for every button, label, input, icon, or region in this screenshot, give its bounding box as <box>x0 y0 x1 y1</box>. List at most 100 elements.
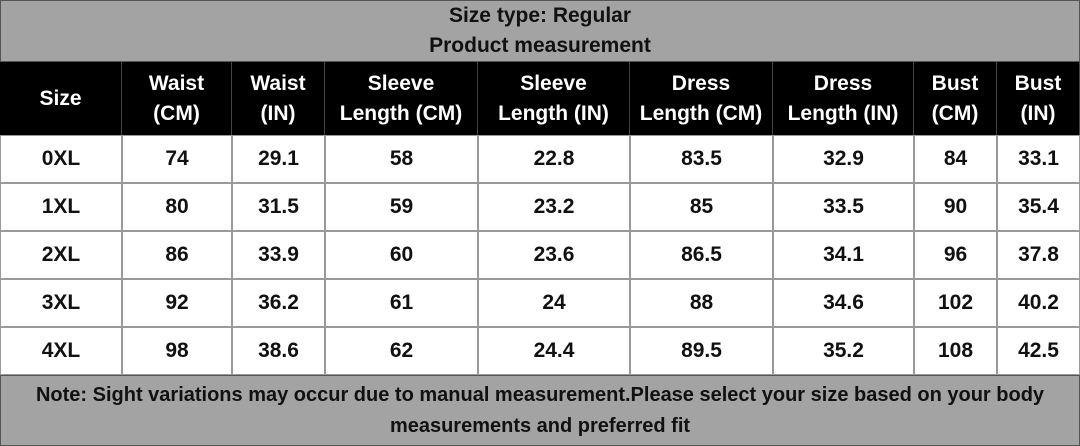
table-cell: 102 <box>914 279 997 327</box>
cell-text: 24.4 <box>533 339 575 362</box>
header-text: (IN) <box>1020 101 1056 125</box>
note-bar: Note: Sight variations may occur due to … <box>0 375 1080 446</box>
cell-text: 31.5 <box>258 195 299 218</box>
cell-text: 36.2 <box>258 291 299 314</box>
header-cell: Sleeve Length (IN) <box>478 62 630 135</box>
cell-text: 108 <box>937 339 974 362</box>
header-text: Waist <box>148 71 205 95</box>
table-cell: 0XL <box>0 135 122 183</box>
cell-text: 35.2 <box>823 339 864 362</box>
table-cell: 40.2 <box>997 279 1080 327</box>
cell-text: 83.5 <box>681 147 722 170</box>
cell-text: 23.2 <box>533 195 575 218</box>
header-text: Length (CM) <box>339 101 463 125</box>
cell-text: 29.1 <box>258 147 299 170</box>
cell-text: 42.5 <box>1018 339 1059 362</box>
table-cell: 38.6 <box>232 327 325 375</box>
cell-text: 33.1 <box>1018 147 1059 170</box>
table-cell: 92 <box>122 279 232 327</box>
table-cell: 34.1 <box>773 231 914 279</box>
cell-text: 86.5 <box>681 243 722 266</box>
table-cell: 98 <box>122 327 232 375</box>
cell-text: 35.4 <box>1018 195 1059 218</box>
cell-text: 37.8 <box>1018 243 1059 266</box>
table-cell: 23.2 <box>478 183 630 231</box>
table-cell: 3XL <box>0 279 122 327</box>
header-text: Sleeve <box>520 71 587 95</box>
cell-text: 23.6 <box>533 243 575 266</box>
table-cell: 22.8 <box>478 135 630 183</box>
table-cell: 85 <box>630 183 773 231</box>
table-cell: 96 <box>914 231 997 279</box>
title-bar: Size type: Regular Product measurement <box>0 0 1080 62</box>
table-cell: 88 <box>630 279 773 327</box>
header-cell: Bust (IN) <box>997 62 1080 135</box>
cell-text: 32.9 <box>823 147 864 170</box>
table-cell: 58 <box>325 135 478 183</box>
cell-text: 0XL <box>41 147 81 170</box>
table-cell: 1XL <box>0 183 122 231</box>
header-text: (IN) <box>260 101 296 125</box>
table-cell: 84 <box>914 135 997 183</box>
cell-text: 86 <box>165 243 189 266</box>
subtitle: Product measurement <box>429 34 651 57</box>
cell-text: 38.6 <box>258 339 299 362</box>
header-text: (CM) <box>931 101 979 125</box>
header-text: Length (IN) <box>498 101 609 125</box>
header-text: Bust <box>1014 71 1062 95</box>
header-cell: Dress Length (CM) <box>630 62 773 135</box>
cell-text: 85 <box>689 195 714 218</box>
table-cell: 62 <box>325 327 478 375</box>
table-cell: 61 <box>325 279 478 327</box>
table-cell: 35.4 <box>997 183 1080 231</box>
table-cell: 59 <box>325 183 478 231</box>
header-cell: Size <box>0 62 122 135</box>
cell-text: 84 <box>943 147 968 170</box>
header-text: Length (IN) <box>787 101 899 125</box>
header-cell: Sleeve Length (CM) <box>325 62 478 135</box>
header-text: Bust <box>931 71 979 95</box>
cell-text: 2XL <box>41 243 81 266</box>
table-cell: 33.1 <box>997 135 1080 183</box>
header-text: Length (CM) <box>639 101 763 125</box>
cell-text: 34.1 <box>823 243 864 266</box>
cell-text: 1XL <box>41 195 81 218</box>
cell-text: 59 <box>389 195 414 218</box>
cell-text: 89.5 <box>681 339 722 362</box>
cell-text: 92 <box>165 291 189 314</box>
title: Size type: Regular <box>448 4 632 27</box>
header-text: Size <box>39 86 82 110</box>
table-cell: 29.1 <box>232 135 325 183</box>
table-cell: 34.6 <box>773 279 914 327</box>
header-cell: Waist (IN) <box>232 62 325 135</box>
cell-text: 3XL <box>41 291 81 314</box>
header-text: (CM) <box>153 101 200 125</box>
table-cell: 24.4 <box>478 327 630 375</box>
table-cell: 60 <box>325 231 478 279</box>
table-cell: 32.9 <box>773 135 914 183</box>
cell-text: 61 <box>389 291 414 314</box>
table-cell: 36.2 <box>232 279 325 327</box>
table-cell: 108 <box>914 327 997 375</box>
cell-text: 22.8 <box>533 147 575 170</box>
table-cell: 83.5 <box>630 135 773 183</box>
cell-text: 33.5 <box>823 195 864 218</box>
table-cell: 2XL <box>0 231 122 279</box>
table-cell: 31.5 <box>232 183 325 231</box>
table-cell: 35.2 <box>773 327 914 375</box>
cell-text: 96 <box>943 243 968 266</box>
table-cell: 89.5 <box>630 327 773 375</box>
cell-text: 24 <box>542 291 566 314</box>
cell-text: 58 <box>389 147 414 170</box>
cell-text: 4XL <box>41 339 81 362</box>
table-cell: 24 <box>478 279 630 327</box>
cell-text: 80 <box>165 195 189 218</box>
header-text: Sleeve <box>367 71 435 95</box>
table-cell: 74 <box>122 135 232 183</box>
note: Note: Sight variations may occur due to … <box>35 383 1045 437</box>
table-cell: 33.9 <box>232 231 325 279</box>
header-text: Dress <box>813 71 873 95</box>
cell-text: 74 <box>165 147 189 170</box>
table-cell: 37.8 <box>997 231 1080 279</box>
